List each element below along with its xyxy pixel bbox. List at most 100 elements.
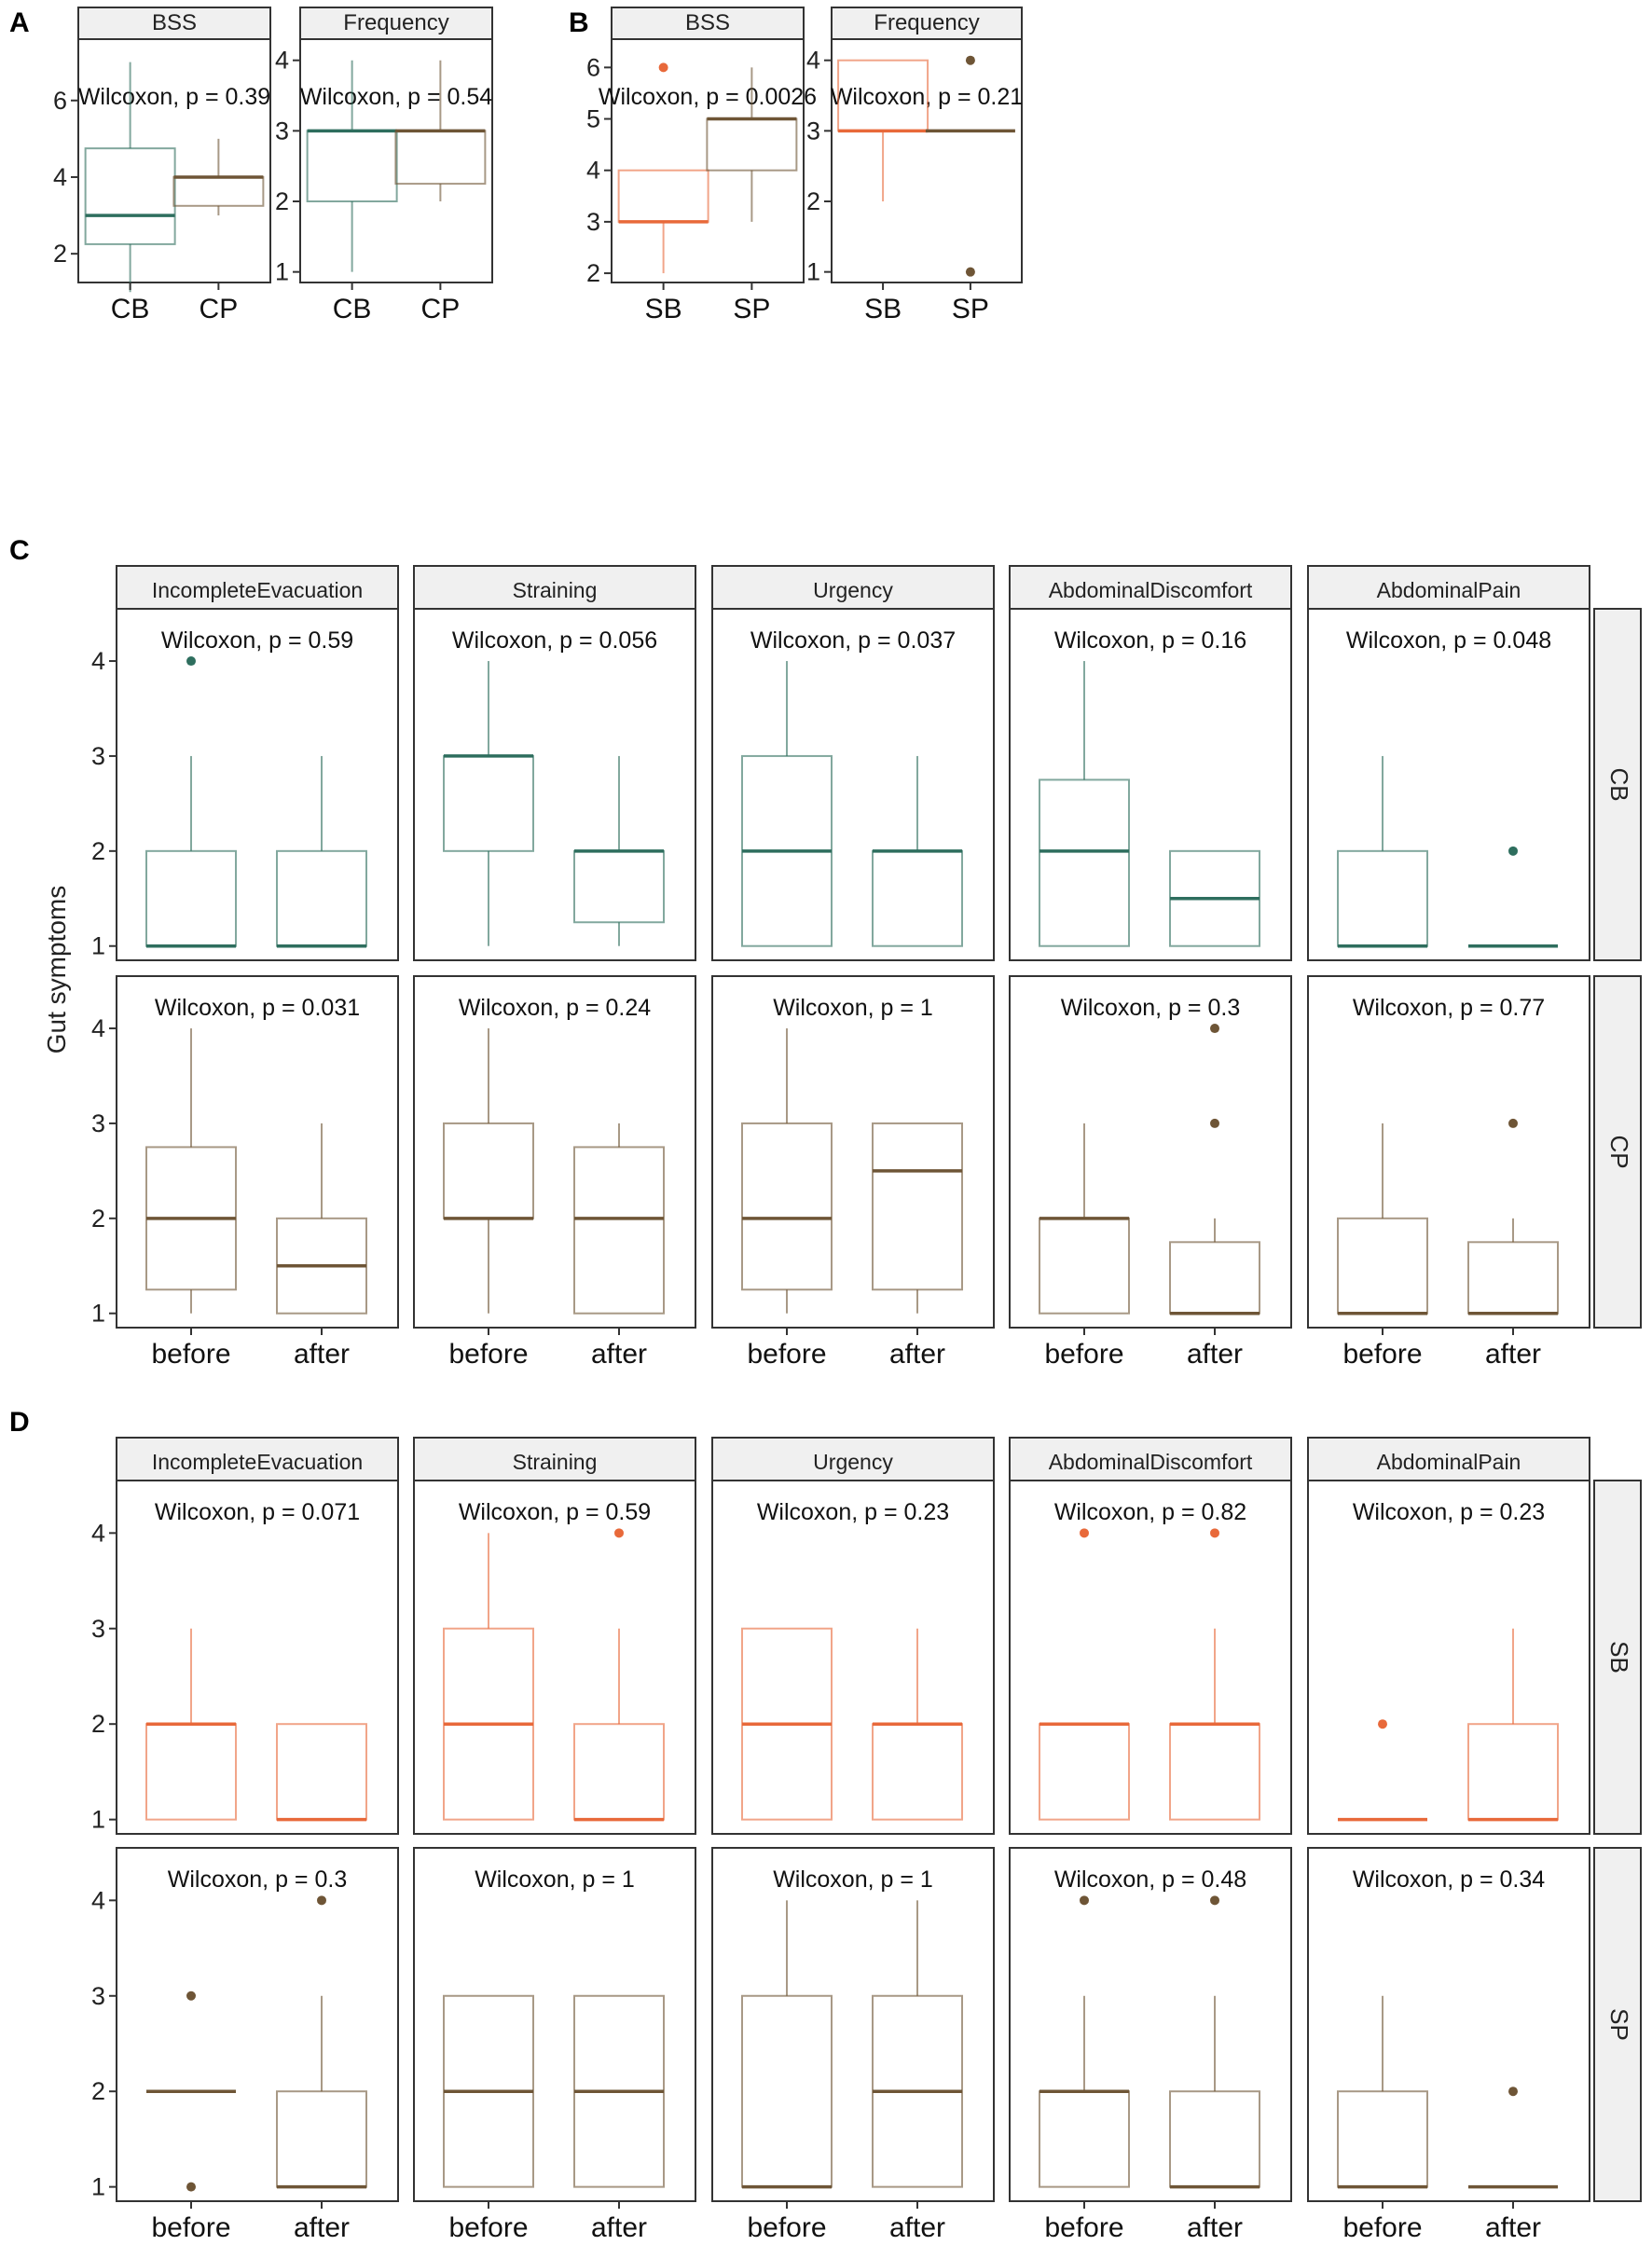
y-tick-label: 4	[91, 1014, 105, 1042]
facet-strip-label: Urgency	[813, 1450, 893, 1474]
box-iqr	[1039, 1217, 1130, 1315]
x-tick-label: after	[591, 2212, 647, 2243]
wilcoxon-annotation: Wilcoxon, p = 0.59	[459, 1499, 651, 1525]
plot-frame	[1009, 975, 1292, 1329]
facet-cell: Wilcoxon, p = 0.34 before after	[1307, 1847, 1590, 2243]
plot-frame	[1307, 1480, 1590, 1835]
box-before	[146, 1990, 236, 2192]
box-iqr	[872, 1723, 963, 1821]
facet: BSS Wilcoxon, p = 0.39 2 4 6 CB CP	[53, 7, 271, 324]
facet-cell: Wilcoxon, p = 0.23	[1307, 1480, 1590, 1835]
wilcoxon-annotation: Wilcoxon, p = 0.39	[78, 84, 270, 110]
plot-frame	[413, 1480, 696, 1835]
row-strip: CP	[1593, 975, 1642, 1329]
wilcoxon-annotation: Wilcoxon, p = 0.048	[1346, 627, 1551, 654]
plot-frame	[711, 1847, 995, 2202]
facet-strip-label: Straining	[513, 578, 598, 602]
facet-cell: Wilcoxon, p = 1 before after	[711, 1847, 995, 2243]
outlier-point	[1210, 1528, 1219, 1538]
plot-frame	[116, 1847, 399, 2202]
box-before	[1337, 1995, 1428, 2189]
plot-frame	[116, 608, 399, 961]
facet-strip-label: BSS	[685, 10, 730, 35]
row-strip-box	[1593, 1480, 1642, 1835]
wilcoxon-annotation: Wilcoxon, p = 1	[773, 995, 933, 1021]
box-before	[443, 1533, 534, 1821]
facet-cell: Wilcoxon, p = 0.056	[413, 608, 696, 961]
row-strip-label: CB	[1605, 767, 1633, 801]
outlier-point	[1508, 846, 1518, 856]
box-iqr	[276, 849, 367, 947]
row-strip-box	[1593, 1847, 1642, 2202]
box-iqr	[443, 754, 534, 852]
wilcoxon-annotation: Wilcoxon, p = 0.3	[168, 1866, 347, 1893]
x-tick-label: before	[448, 2212, 528, 2243]
panel-letter: A	[9, 7, 30, 38]
box-after	[1169, 849, 1260, 947]
facet-cell: Wilcoxon, p = 1 before after	[413, 1847, 696, 2243]
wilcoxon-annotation: Wilcoxon, p = 0.0026	[599, 84, 817, 110]
box-after	[872, 1628, 963, 1821]
y-axis: 1 2 3 4	[91, 1519, 117, 1834]
outlier-point	[1080, 1528, 1089, 1538]
facet-strip-label: Straining	[513, 1450, 598, 1474]
y-tick-label: 1	[91, 932, 105, 960]
facet-cell: Wilcoxon, p = 1 before after	[711, 975, 995, 1370]
facet-cell: Wilcoxon, p = 0.23	[711, 1480, 995, 1835]
plot-frame	[611, 38, 805, 283]
x-tick-label: before	[747, 2212, 826, 2243]
facet: BSS Wilcoxon, p = 0.0026 2 3 4 5 6 SB SP	[586, 7, 817, 324]
outlier-point	[1508, 2087, 1518, 2097]
plot-frame	[711, 975, 995, 1329]
outlier-point	[1080, 1895, 1089, 1906]
box-iqr	[1039, 2090, 1130, 2188]
wilcoxon-annotation: Wilcoxon, p = 0.48	[1054, 1866, 1246, 1893]
box-after	[1169, 1024, 1260, 1315]
outlier-point	[614, 1528, 624, 1538]
facet: Frequency Wilcoxon, p = 0.54 1 2 3 4 CB CP	[275, 7, 493, 324]
x-tick-label: after	[294, 1339, 350, 1370]
plot-frame	[299, 38, 493, 283]
plot-frame	[77, 38, 271, 283]
box-after	[1467, 1118, 1559, 1315]
facet-strip-label: AbdominalPain	[1377, 578, 1521, 602]
wilcoxon-annotation: Wilcoxon, p = 0.031	[155, 995, 360, 1021]
plot-frame	[116, 975, 399, 1329]
y-tick-label: 1	[806, 258, 820, 286]
panel-d: D IncompleteEvacuation Straining Urgency Abd…	[9, 1407, 1642, 2243]
box-iqr	[306, 130, 398, 202]
x-tick-label: CP	[200, 294, 239, 324]
plot-frame	[116, 1480, 399, 1835]
y-tick-label: 3	[91, 742, 105, 770]
y-tick-label: 2	[806, 187, 820, 215]
facet-cell: Wilcoxon, p = 0.82	[1009, 1480, 1292, 1835]
row-strip: CB	[1593, 608, 1642, 961]
y-tick-label: 4	[275, 47, 289, 75]
box-iqr	[145, 849, 237, 947]
box-after	[276, 755, 367, 948]
box-iqr	[1169, 2090, 1260, 2188]
wilcoxon-annotation: Wilcoxon, p = 1	[475, 1866, 635, 1893]
plot-frame	[711, 1480, 995, 1835]
box-before	[443, 1028, 534, 1314]
x-tick-label: before	[747, 1339, 826, 1370]
facet-cell: Wilcoxon, p = 0.037	[711, 608, 995, 961]
box-before	[1338, 1719, 1427, 1822]
x-tick-label: after	[1187, 2212, 1243, 2243]
outlier-point	[1210, 1118, 1219, 1128]
y-tick-label: 2	[53, 240, 67, 268]
x-tick-label: after	[1187, 1339, 1243, 1370]
outlier-point	[1210, 1024, 1219, 1034]
outlier-point	[317, 1895, 326, 1906]
plot-frame	[413, 608, 696, 961]
x-tick-label: before	[1044, 1339, 1123, 1370]
facet-strip-label: BSS	[152, 10, 197, 35]
box-after	[573, 755, 665, 946]
row-strip-label: SP	[1605, 2008, 1633, 2041]
outlier-point	[658, 62, 668, 73]
outlier-point	[186, 656, 196, 667]
x-tick-label: after	[889, 1339, 945, 1370]
wilcoxon-annotation: Wilcoxon, p = 0.056	[452, 627, 657, 654]
facet-cell: Wilcoxon, p = 0.59	[413, 1480, 696, 1835]
facet-strip-label: IncompleteEvacuation	[152, 578, 363, 602]
